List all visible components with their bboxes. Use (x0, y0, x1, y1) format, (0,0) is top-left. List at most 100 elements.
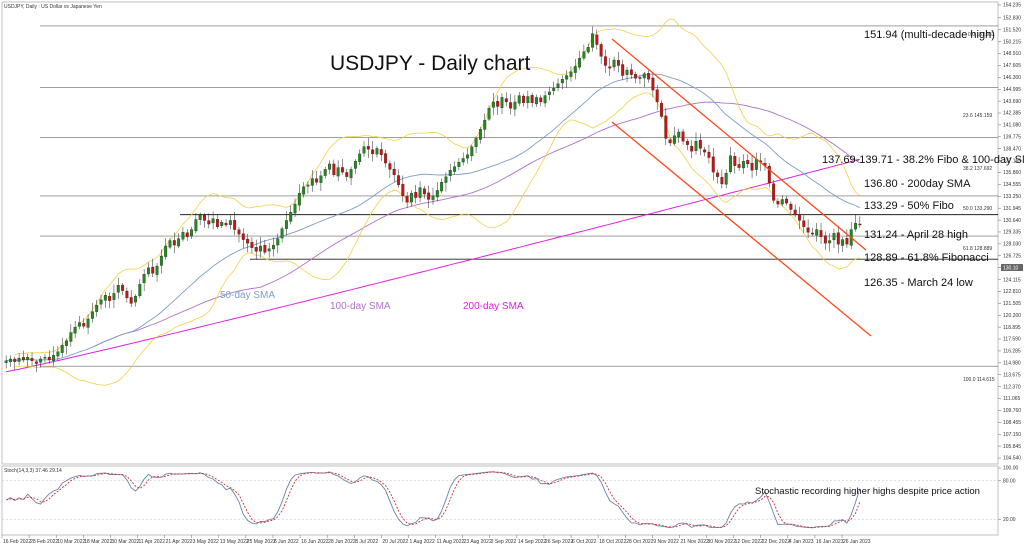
candle (444, 172, 448, 192)
candle-body (43, 357, 47, 359)
y-tick-label: 120.200 (1003, 313, 1021, 319)
candle-body (535, 97, 538, 105)
candle (177, 233, 181, 249)
y-axis: 154.235 152.830 151.520 150.215 148.910 147.6… (998, 3, 1021, 462)
candle-body (34, 361, 38, 364)
candle (220, 219, 224, 229)
candle (591, 26, 594, 52)
candle-body (21, 357, 25, 361)
candle (789, 201, 793, 216)
candle (345, 168, 349, 182)
candle-body (103, 295, 107, 301)
candle (707, 144, 711, 164)
candle (660, 100, 663, 119)
y-tick-label: 122.810 (1003, 289, 1021, 295)
y-tick-label: 117.590 (1003, 337, 1021, 343)
candle-body (461, 158, 465, 163)
candle (642, 71, 646, 88)
x-tick-label: 16 Jan 2023 (816, 539, 844, 545)
candle (448, 164, 452, 182)
candle (34, 359, 38, 373)
candle (858, 216, 862, 228)
main-panel (1, 1, 999, 465)
candle (65, 338, 68, 355)
candle-body (647, 73, 651, 80)
x-tick-label: 30 Mar 2022 (111, 539, 139, 545)
candles (4, 26, 862, 373)
candle (733, 152, 737, 174)
candle (483, 113, 487, 139)
x-tick-label: 10 Mar 2022 (57, 539, 85, 545)
candle (457, 158, 461, 171)
candle-body (259, 245, 262, 252)
x-tick-label: 21 Apr 2022 (166, 539, 193, 545)
candle-body (509, 102, 513, 109)
candle (720, 169, 724, 189)
label-sma50: 50-day SMA (220, 290, 275, 301)
y-tick-label: 133.250 (1003, 194, 1021, 200)
candle-body (711, 156, 715, 173)
candle (289, 205, 293, 225)
candle-body (621, 64, 625, 76)
candle (306, 181, 310, 194)
candle (151, 258, 155, 278)
candle-body (457, 161, 461, 167)
y-tick-label: 147.605 (1003, 63, 1021, 69)
candle-body (276, 238, 280, 246)
candle (146, 262, 150, 277)
candle-body (651, 77, 655, 91)
annotation-april-high: 131.24 - April 28 high (864, 229, 968, 241)
candle-body (660, 102, 663, 117)
candle (435, 182, 439, 202)
candle-body (785, 198, 788, 204)
candle (190, 226, 194, 240)
candle (78, 315, 81, 330)
candle (4, 355, 8, 369)
fibo-tag-236: 23.6 145.159 (963, 113, 992, 119)
candle-body (177, 238, 181, 247)
candle-body (854, 223, 857, 230)
x-tick-label: 4 Jan 2023 (789, 539, 814, 545)
candle (26, 353, 30, 367)
candle-body (539, 97, 543, 103)
candle-body (815, 229, 819, 236)
candle-body (302, 186, 306, 195)
candle-body (772, 183, 776, 201)
candle-body (806, 227, 810, 233)
y-tick-label: 142.385 (1003, 111, 1021, 117)
candle-body (211, 218, 215, 224)
candle-body (789, 203, 793, 210)
candle-body (569, 71, 573, 77)
candle-body (418, 187, 422, 198)
candle-body (526, 96, 530, 104)
candle (52, 346, 56, 366)
candle (134, 294, 137, 307)
candle-body (315, 178, 319, 183)
candle-body (741, 161, 745, 169)
candle-body (604, 56, 607, 66)
candle-body (4, 360, 8, 363)
candle-body (116, 285, 120, 293)
candle (586, 43, 590, 54)
candle-body (358, 153, 362, 162)
candle (750, 155, 754, 179)
candle (595, 29, 599, 50)
candle (388, 160, 392, 178)
candle-body (30, 357, 34, 361)
y-tick-label: 143.690 (1003, 99, 1021, 105)
y-tick-label: 121.505 (1003, 301, 1021, 307)
x-tick-label: 1 Aug 2022 (409, 539, 435, 545)
x-tick-label: 16 Feb 2022 (3, 539, 31, 545)
fibo-tag-0: 0.0 151.931 (968, 32, 995, 38)
candle-body (190, 229, 194, 237)
candle (233, 211, 237, 236)
candle-body (82, 323, 86, 327)
x-tick-label: 6 Jun 2022 (274, 539, 299, 545)
candle-body (371, 149, 375, 155)
candle (599, 42, 603, 64)
candle-body (573, 66, 577, 73)
candle-body (750, 162, 754, 171)
candle (254, 239, 258, 260)
candle-body (220, 222, 224, 226)
candle-body (388, 163, 392, 170)
